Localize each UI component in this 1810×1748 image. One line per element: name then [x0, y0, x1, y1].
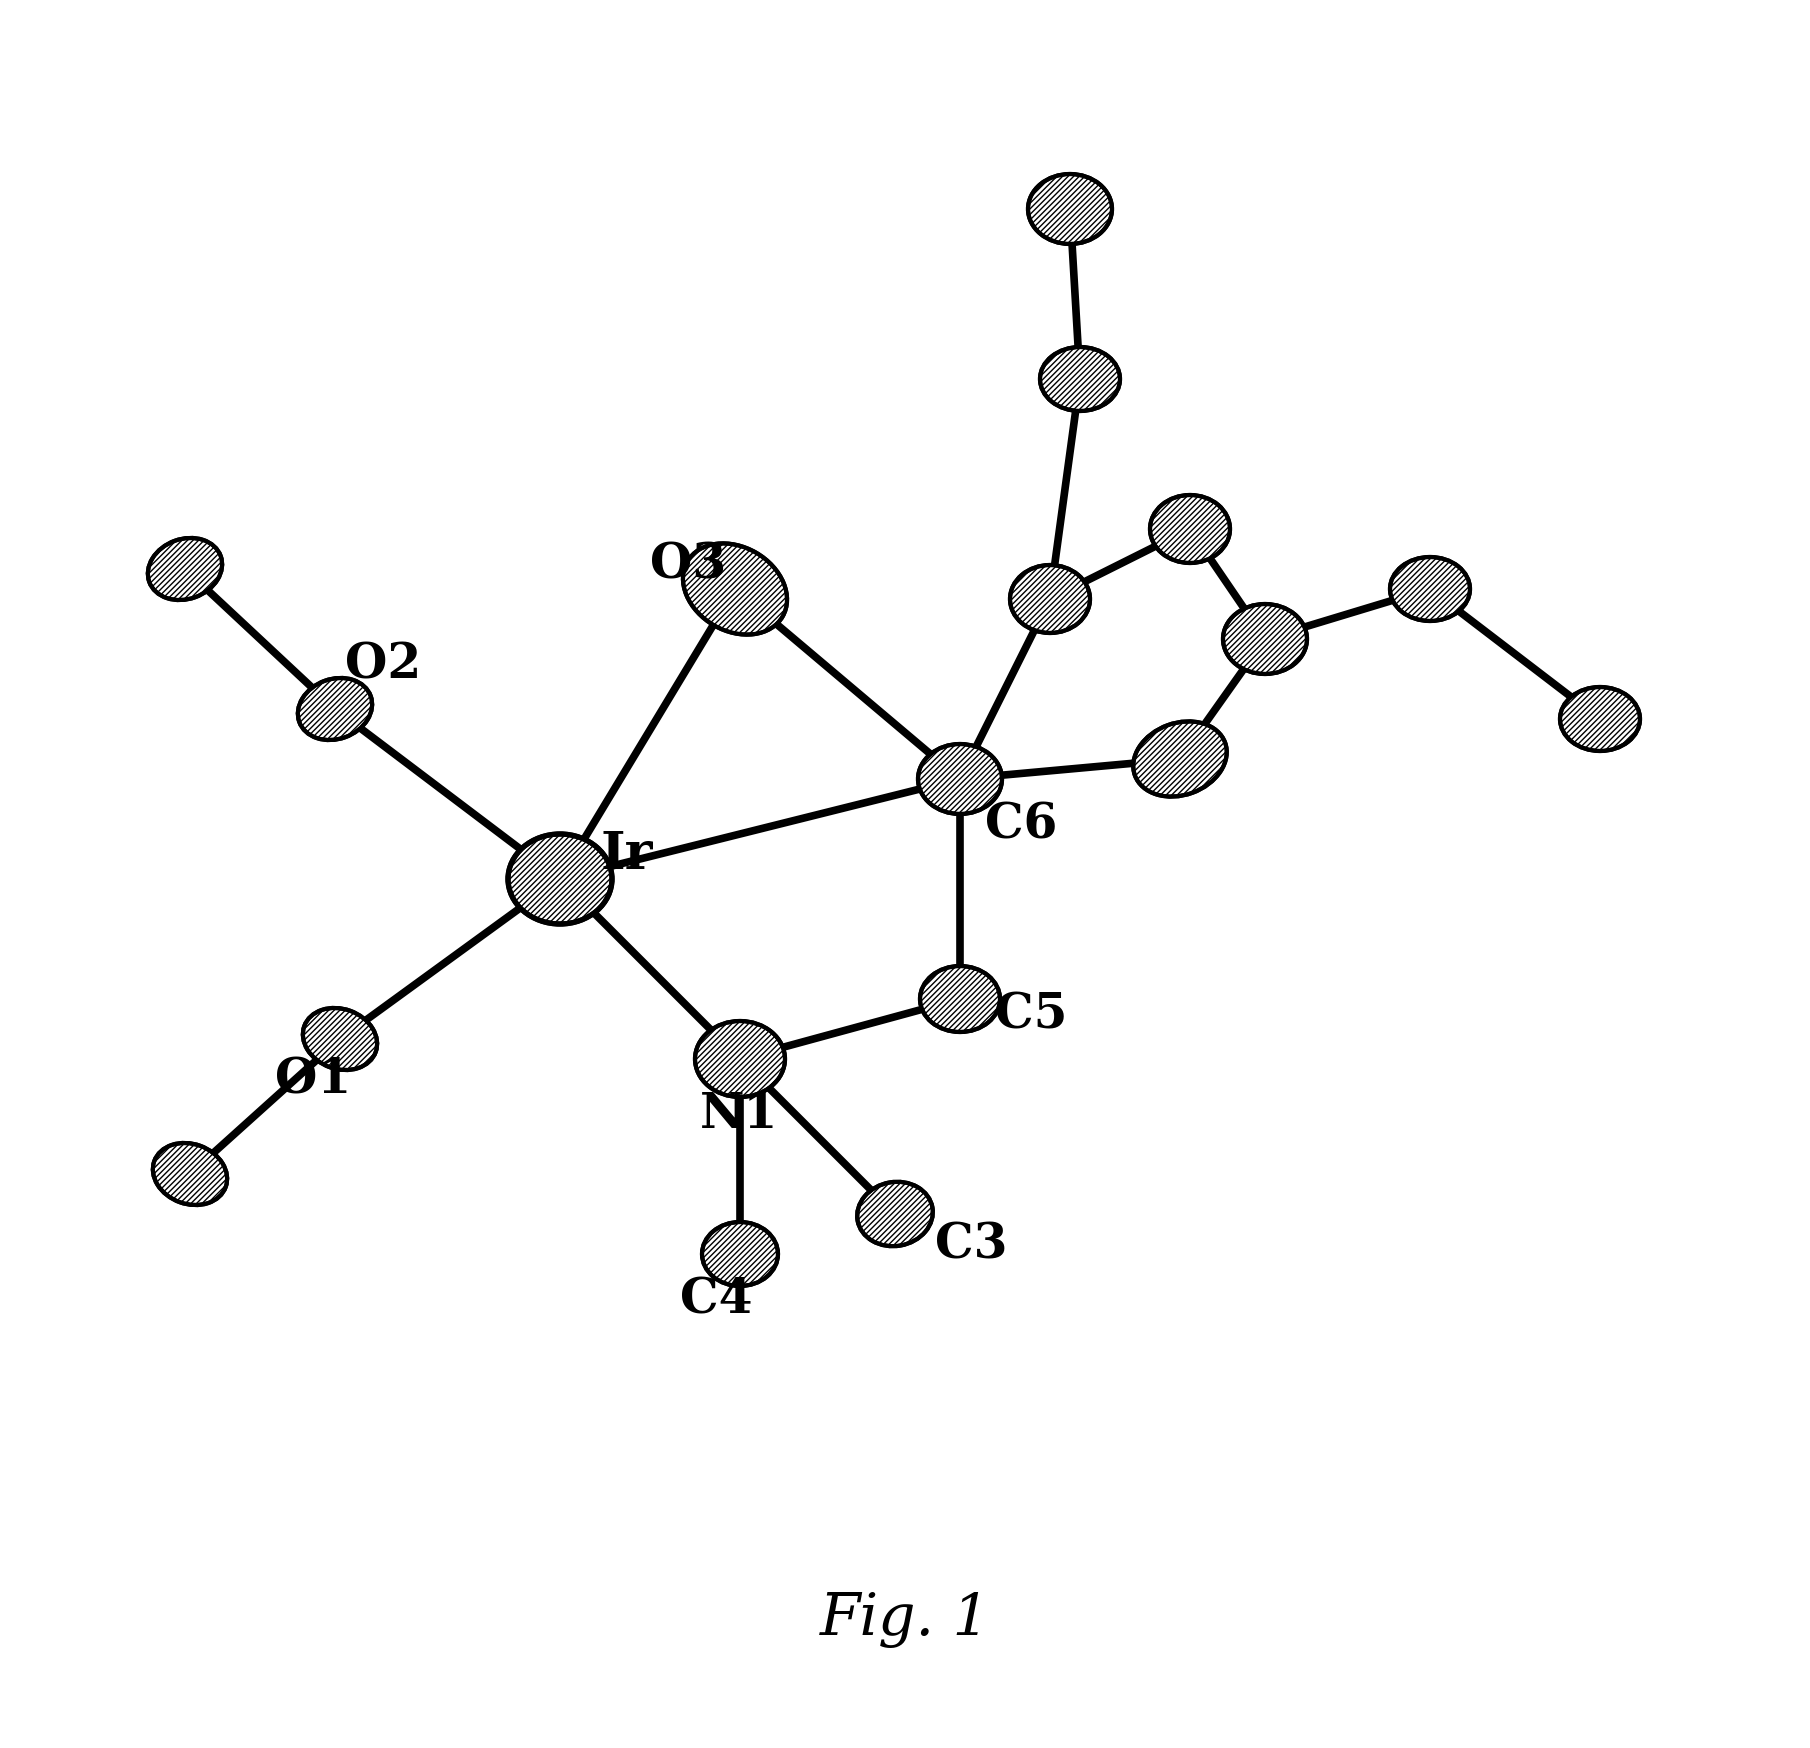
Ellipse shape	[152, 1143, 226, 1206]
Ellipse shape	[1010, 566, 1090, 633]
Text: O3: O3	[650, 542, 726, 587]
Text: C4: C4	[681, 1276, 753, 1323]
Ellipse shape	[302, 1009, 376, 1070]
Ellipse shape	[1390, 558, 1470, 622]
Ellipse shape	[299, 678, 373, 741]
Text: N1: N1	[700, 1091, 778, 1138]
Text: C6: C6	[985, 801, 1057, 848]
Text: Ir: Ir	[599, 829, 652, 879]
Ellipse shape	[1133, 722, 1227, 797]
Ellipse shape	[1041, 348, 1120, 413]
Ellipse shape	[509, 834, 612, 925]
Ellipse shape	[1028, 175, 1111, 245]
Ellipse shape	[919, 967, 999, 1033]
Ellipse shape	[918, 745, 1003, 815]
Text: O1: O1	[275, 1056, 351, 1103]
Text: Fig. 1: Fig. 1	[820, 1591, 990, 1647]
Ellipse shape	[148, 538, 223, 601]
Ellipse shape	[1560, 687, 1640, 752]
Ellipse shape	[702, 1222, 778, 1287]
Text: C5: C5	[996, 991, 1068, 1038]
Text: O2: O2	[346, 642, 422, 689]
Ellipse shape	[858, 1182, 932, 1246]
Text: C3: C3	[936, 1220, 1008, 1267]
Ellipse shape	[1149, 496, 1231, 563]
Ellipse shape	[682, 544, 787, 635]
Ellipse shape	[1224, 605, 1307, 675]
Ellipse shape	[695, 1021, 786, 1098]
